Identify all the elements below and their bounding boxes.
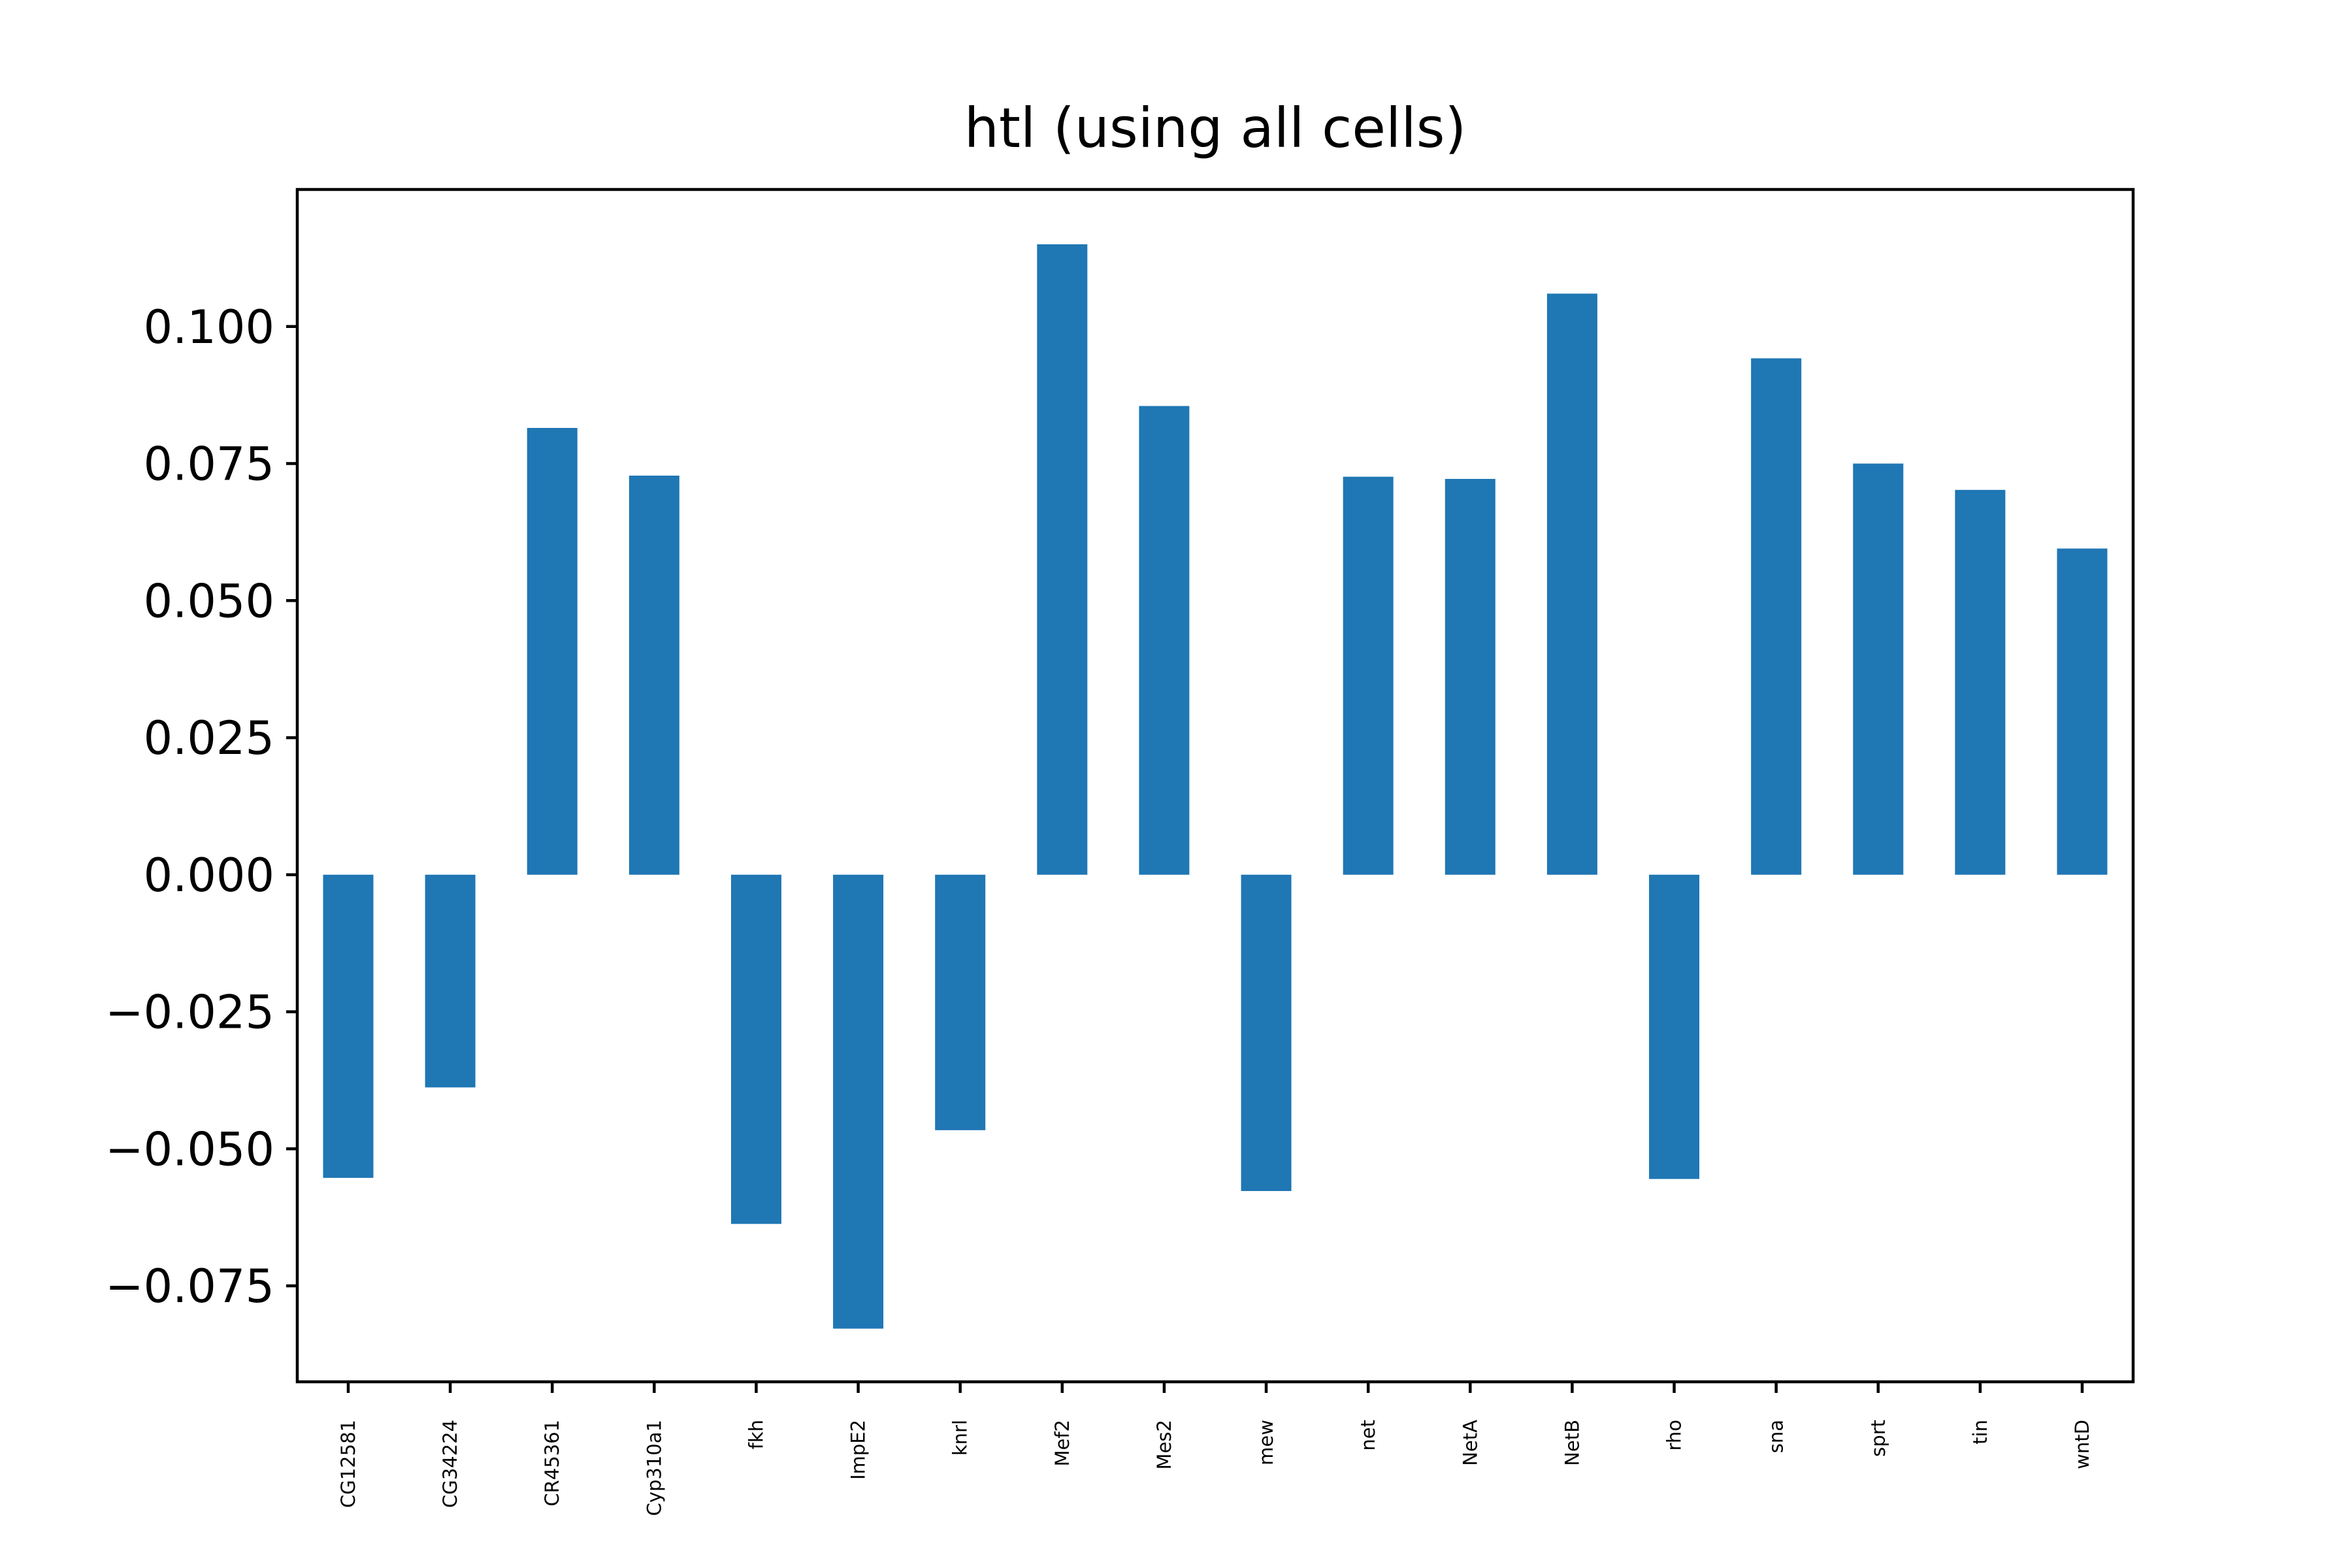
x-tick-label: Mes2 (1153, 1420, 1175, 1469)
x-tick-label: sprt (1867, 1420, 1889, 1457)
bar-NetB (1546, 293, 1597, 875)
y-tick-label: 0.075 (144, 438, 274, 491)
x-tick-label: sna (1765, 1420, 1788, 1453)
bar-net (1343, 476, 1394, 875)
bar-ImpE2 (833, 874, 884, 1329)
x-tick-label: CG34224 (439, 1420, 461, 1508)
x-tick-label: Mef2 (1051, 1420, 1073, 1467)
bars-layer (323, 244, 2108, 1329)
y-tick-label: −0.025 (105, 986, 274, 1039)
bar-tin (1955, 489, 2006, 875)
y-tick-label: 0.025 (144, 711, 274, 765)
x-tick-label: net (1357, 1420, 1379, 1451)
bar-Mes2 (1139, 406, 1190, 875)
plot-frame (295, 188, 2135, 1384)
x-axis: CG12581 CG34224 CR45361 Cyp310a1 fkh ImpE2 knr… (337, 1382, 2093, 1516)
bar-mew (1241, 874, 1292, 1191)
x-tick-label: NetB (1561, 1420, 1583, 1466)
bar-CR45361 (527, 428, 578, 875)
bar-sna (1751, 358, 1802, 875)
x-tick-label: Cyp310a1 (643, 1420, 665, 1516)
x-tick-label: mew (1255, 1420, 1277, 1465)
bar-wntD (2057, 548, 2108, 875)
bar-Cyp310a1 (629, 476, 679, 875)
x-tick-label: fkh (745, 1420, 767, 1449)
y-axis: 0.100 0.075 0.050 0.025 0.000 −0.025 −0.050 −0.… (105, 301, 297, 1313)
bar-CG12581 (323, 874, 374, 1178)
x-tick-label: rho (1663, 1420, 1686, 1451)
y-tick-label: 0.050 (144, 574, 274, 628)
y-tick-label: 0.100 (144, 301, 274, 354)
bar-CG34224 (425, 874, 476, 1088)
bar-knrl (935, 874, 986, 1130)
x-tick-label: tin (1969, 1420, 1991, 1445)
x-tick-label: CG12581 (337, 1420, 359, 1508)
bar-sprt (1853, 463, 1904, 875)
bar-rho (1649, 874, 1700, 1179)
bar-fkh (730, 874, 781, 1224)
bar-Mef2 (1037, 244, 1088, 875)
y-tick-label: 0.000 (144, 849, 274, 902)
x-tick-label: wntD (2071, 1420, 2093, 1469)
x-tick-label: knrl (949, 1420, 972, 1456)
x-tick-label: CR45361 (541, 1420, 563, 1507)
chart-title: htl (using all cells) (964, 96, 1467, 160)
y-tick-label: −0.050 (105, 1122, 274, 1176)
x-tick-label: ImpE2 (847, 1420, 870, 1480)
bar-NetA (1445, 479, 1495, 875)
y-tick-label: −0.075 (105, 1260, 274, 1313)
x-tick-label: NetA (1459, 1420, 1481, 1466)
